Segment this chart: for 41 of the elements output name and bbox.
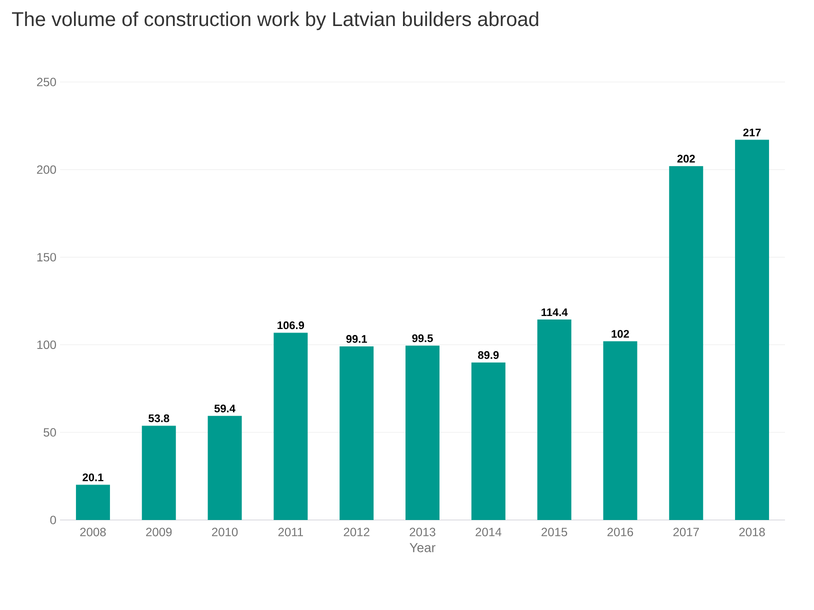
x-tick-label: 2011 (278, 528, 303, 536)
bar (208, 416, 242, 520)
bar (603, 341, 638, 520)
x-tick-label: 2016 (607, 528, 634, 536)
x-tick-label: 2015 (542, 528, 568, 536)
bar (537, 320, 572, 520)
bar (735, 140, 770, 520)
x-tick-label: 2008 (80, 528, 106, 536)
y-tick-label: 50 (44, 428, 56, 437)
x-tick-label: 2017 (673, 528, 699, 536)
data-label: 102 (612, 330, 629, 338)
chart-title: The volume of construction work by Latvian builders abroad (12, 12, 538, 30)
data-label: 53.8 (148, 414, 170, 422)
data-label: 99.5 (412, 334, 433, 342)
x-tick-label: 2014 (476, 528, 502, 536)
data-label: 99.1 (346, 335, 367, 343)
data-label: 89.9 (478, 351, 499, 359)
y-tick-label: 100 (37, 340, 56, 350)
bar (340, 346, 374, 520)
x-tick-label: 2009 (146, 528, 172, 536)
x-tick-label: 2013 (410, 528, 436, 536)
x-tick-label: 2012 (344, 528, 370, 536)
bar (669, 166, 704, 520)
y-tick-label: 200 (37, 165, 56, 174)
bar (471, 362, 506, 520)
data-label: 202 (677, 154, 695, 163)
data-label: 59.4 (214, 404, 236, 412)
x-axis-title: Year (410, 543, 436, 552)
data-label: 20.1 (82, 473, 104, 482)
x-tick-label: 2018 (739, 528, 765, 536)
bar (142, 426, 176, 520)
data-label: 106.9 (278, 321, 304, 330)
data-label: 114.4 (542, 308, 568, 316)
bar (274, 332, 308, 520)
x-tick-label: 2010 (212, 528, 238, 536)
bar (406, 346, 440, 520)
bar (76, 484, 110, 520)
y-tick-label: 250 (37, 78, 56, 86)
data-label: 217 (743, 128, 761, 136)
y-tick-label: 150 (37, 252, 56, 262)
y-tick-label: 0 (50, 516, 56, 524)
